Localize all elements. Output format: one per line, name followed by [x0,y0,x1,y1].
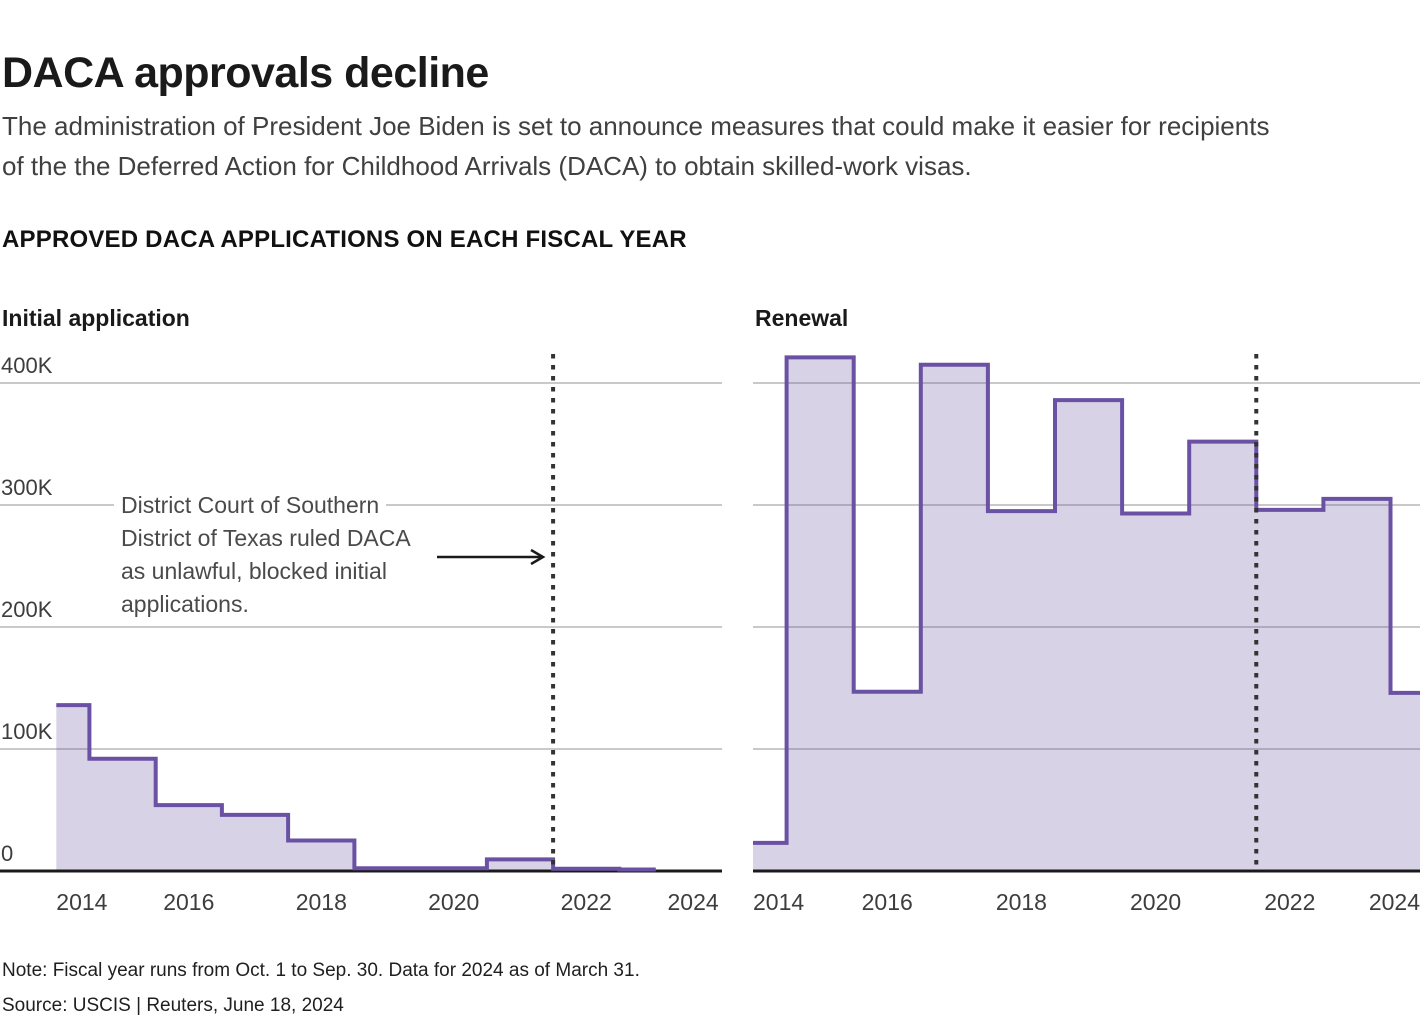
subtitle-line-2: of the the Deferred Action for Childhood… [2,151,972,181]
y-tick-label: 400K [1,353,53,378]
x-tick-label: 2022 [1264,889,1315,915]
annotation-arrow-icon [437,548,546,566]
annotation-line: District of Texas ruled DACA [114,522,418,555]
area-fill [56,705,656,871]
page-title: DACA approvals decline [2,48,489,97]
x-tick-label: 2014 [56,889,107,915]
chart-title-renewal: Renewal [755,305,849,331]
x-tick-label: 2020 [428,889,479,915]
chart-title-initial-application: Initial application [2,305,190,331]
annotation-line: applications. [114,588,418,621]
y-tick-label: 200K [1,597,53,622]
series-line [56,703,656,872]
x-tick-label: 2022 [561,889,612,915]
x-axis-labels: 2014 2016 2018 2020 2022 2024 [56,889,719,915]
x-tick-label: 2014 [753,889,804,915]
series-line [753,355,1420,845]
footnote: Note: Fiscal year runs from Oct. 1 to Se… [2,960,640,981]
x-tick-label: 2024 [668,889,719,915]
annotation-line: as unlawful, blocked initial [114,555,418,588]
y-tick-label: 100K [1,719,53,744]
y-tick-label: 300K [1,475,53,500]
subtitle: The administration of President Joe Bide… [2,106,1269,186]
x-tick-label: 2018 [296,889,347,915]
chart-kicker: APPROVED DACA APPLICATIONS ON EACH FISCA… [2,226,687,253]
x-tick-label: 2016 [862,889,913,915]
initial-application-step-area-chart: 2014 2016 2018 2020 2022 2024 400K 300K 200K 100K… [0,353,722,915]
area-fill [753,357,1420,871]
source-line: Source: USCIS | Reuters, June 18, 2024 [2,995,344,1016]
subtitle-line-1: The administration of President Joe Bide… [2,111,1270,141]
gridlines [753,382,1420,750]
x-tick-label: 2018 [996,889,1047,915]
x-tick-label: 2016 [163,889,214,915]
x-tick-label: 2024 [1369,889,1420,915]
x-tick-label: 2020 [1130,889,1181,915]
annotation-line: District Court of Southern [114,489,418,522]
court-ruling-annotation: District Court of Southern District of T… [114,489,418,621]
renewal-step-area-chart: 2014 2016 2018 2020 2022 2024 [753,354,1420,915]
y-tick-label: 0 [1,841,13,866]
y-axis-labels: 400K 300K 200K 100K 0 [1,353,53,866]
x-axis-labels: 2014 2016 2018 2020 2022 2024 [753,889,1420,915]
